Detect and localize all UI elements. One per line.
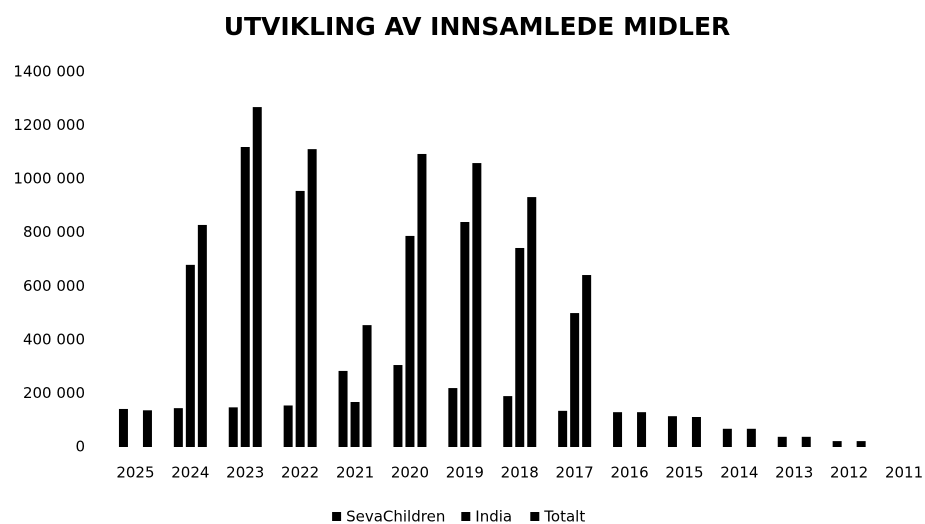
bar <box>173 408 183 447</box>
y-tick-label: 200 000 <box>23 384 85 402</box>
x-tick-label: 2021 <box>336 464 374 482</box>
bar <box>503 396 513 447</box>
bar <box>405 235 415 447</box>
bar <box>460 222 470 447</box>
bar <box>350 402 360 447</box>
x-tick-label: 2022 <box>281 464 319 482</box>
bar <box>185 264 195 447</box>
bar <box>570 313 580 447</box>
bar <box>338 370 348 447</box>
bar <box>527 197 537 447</box>
legend-label: SevaChildren <box>346 508 445 524</box>
x-tick-label: 2014 <box>720 464 758 482</box>
y-tick-label: 1400 000 <box>13 63 85 81</box>
bar <box>283 405 293 447</box>
legend-swatch <box>530 512 540 521</box>
x-tick-label: 2012 <box>830 464 868 482</box>
x-tick-label: 2016 <box>610 464 648 482</box>
bar <box>472 163 482 448</box>
x-tick-label: 2019 <box>446 464 484 482</box>
bar <box>801 436 811 447</box>
bar <box>691 417 701 447</box>
bar <box>393 365 403 447</box>
x-tick-label: 2018 <box>501 464 539 482</box>
y-tick-label: 400 000 <box>23 330 85 348</box>
bar <box>240 147 250 447</box>
bar <box>667 416 677 447</box>
bar <box>832 441 842 447</box>
y-tick-label: 1000 000 <box>13 170 85 188</box>
x-tick-label: 2017 <box>556 464 594 482</box>
legend-label: India <box>475 508 512 524</box>
y-tick-label: 0 <box>75 438 85 456</box>
bar <box>746 428 756 447</box>
bar <box>515 247 525 447</box>
bar <box>613 412 623 447</box>
x-tick-label: 2013 <box>775 464 813 482</box>
x-tick-label: 2024 <box>171 464 209 482</box>
bar <box>362 325 372 447</box>
bar <box>637 412 647 447</box>
bar <box>448 388 458 447</box>
bar <box>295 190 305 447</box>
y-tick-label: 1200 000 <box>13 116 85 134</box>
bar <box>228 407 238 447</box>
bar <box>252 107 262 447</box>
x-tick-label: 2023 <box>226 464 264 482</box>
bar <box>722 428 732 447</box>
bar <box>582 275 592 447</box>
bar <box>197 224 207 447</box>
bar <box>417 153 427 447</box>
bar <box>856 441 866 447</box>
y-tick-label: 600 000 <box>23 277 85 295</box>
bar <box>777 436 787 447</box>
x-tick-label: 2020 <box>391 464 429 482</box>
x-tick-label: 2015 <box>665 464 703 482</box>
legend-label: Totalt <box>543 508 585 524</box>
bar <box>118 408 128 447</box>
y-tick-label: 800 000 <box>23 223 85 241</box>
chart-title: UTVIKLING AV INNSAMLEDE MIDLER <box>224 12 731 41</box>
legend-swatch <box>332 512 342 521</box>
legend-swatch <box>461 512 471 521</box>
x-tick-label: 2025 <box>116 464 154 482</box>
bar <box>142 410 152 447</box>
bar <box>558 410 568 447</box>
x-tick-label: 2011 <box>885 464 923 482</box>
bar <box>307 149 317 447</box>
